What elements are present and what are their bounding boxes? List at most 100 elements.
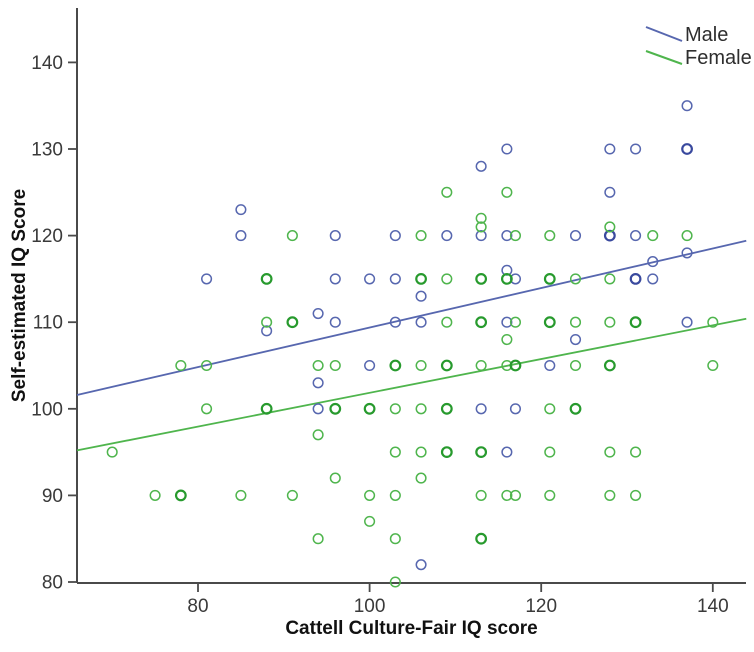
female-data-point (261, 316, 273, 328)
female-data-point (707, 359, 719, 372)
female-data-point (475, 446, 488, 459)
female-data-point (286, 316, 299, 329)
female-data-point (389, 576, 401, 588)
female-data-point (543, 316, 556, 329)
female-data-point (329, 472, 341, 484)
female-data-point (174, 489, 187, 502)
x-tick-label: 100 (354, 596, 386, 617)
female-data-point (389, 446, 401, 458)
female-data-point (544, 489, 556, 501)
male-data-point (329, 273, 341, 285)
female-data-point (501, 186, 513, 198)
male-data-point (544, 359, 556, 372)
male-data-point (647, 256, 659, 268)
male-data-point (261, 325, 273, 337)
male-data-point (603, 229, 616, 242)
female-data-point (544, 403, 556, 415)
female-data-point (106, 446, 118, 458)
female-data-point (500, 273, 513, 285)
female-data-point (509, 316, 522, 328)
female-data-point (501, 333, 513, 346)
female-data-point (329, 359, 341, 372)
female-data-point (312, 429, 324, 441)
female-data-point (604, 273, 616, 285)
female-data-point (647, 230, 659, 242)
female-data-point (364, 489, 376, 501)
male-data-point (201, 273, 213, 285)
male-data-point (389, 230, 401, 242)
female-data-point (312, 359, 324, 372)
male-data-point (647, 273, 659, 285)
female-data-point (149, 489, 161, 501)
female-data-point (260, 273, 273, 285)
female-data-point (630, 489, 642, 501)
x-axis-title: Cattell Culture-Fair IQ score (285, 618, 537, 639)
female-data-point (201, 403, 213, 415)
y-axis-title: Self-estimated IQ Score (9, 189, 30, 402)
female-data-point (475, 532, 488, 545)
female-data-point (569, 273, 582, 285)
female-data-point (286, 489, 298, 501)
female-data-point (569, 402, 582, 415)
female-data-point (707, 316, 719, 328)
legend-line-male (645, 26, 683, 42)
female-data-point (312, 533, 324, 545)
male-trend-line (76, 239, 747, 396)
legend-label-male: Male (685, 24, 728, 46)
female-data-point (415, 446, 427, 458)
x-tick-label: 140 (697, 596, 729, 617)
male-data-point (364, 359, 376, 372)
male-data-point (501, 316, 513, 328)
female-data-point (201, 359, 213, 372)
y-tick-label: 110 (33, 313, 63, 334)
female-data-point (509, 359, 522, 372)
female-data-point (235, 489, 247, 501)
female-data-point (389, 533, 401, 545)
data-points (106, 100, 719, 588)
female-data-point (441, 186, 453, 198)
male-data-point (329, 316, 341, 328)
female-data-point (415, 359, 427, 372)
y-tick-label: 90 (42, 486, 63, 507)
male-data-point (415, 559, 427, 571)
female-data-point (569, 316, 582, 328)
legend-line-female (645, 50, 683, 65)
male-data-point (441, 230, 453, 242)
legend-label-female: Female (685, 47, 752, 69)
axes: 80 90 100 110 120 130 140 80 100 120 140 (31, 8, 746, 617)
male-data-point (681, 143, 693, 155)
female-data-point (364, 515, 376, 527)
female-data-point (286, 230, 298, 242)
female-data-point (415, 273, 427, 285)
female-data-point (389, 359, 402, 372)
female-data-point (475, 316, 488, 329)
female-data-point (475, 221, 487, 233)
male-data-point (681, 247, 693, 259)
male-data-point (681, 100, 693, 112)
female-data-point (441, 316, 453, 328)
male-data-point (312, 403, 324, 415)
female-data-point (509, 489, 522, 501)
y-tick-label: 120 (31, 226, 63, 247)
female-data-point (629, 316, 642, 329)
male-data-point (501, 446, 513, 458)
y-tick-label: 140 (31, 53, 63, 74)
male-data-point (630, 230, 642, 242)
female-data-point (604, 446, 616, 458)
male-data-point (415, 290, 427, 302)
female-data-point (681, 230, 693, 242)
female-data-point (475, 212, 487, 224)
female-data-point (175, 359, 187, 372)
trend-lines (76, 239, 747, 452)
female-data-point (569, 359, 582, 372)
female-data-point (475, 359, 487, 372)
female-data-point (415, 403, 427, 415)
y-tick-label: 130 (31, 140, 63, 161)
female-data-point (630, 446, 642, 458)
female-data-point (543, 273, 556, 285)
female-data-point (544, 446, 556, 458)
male-data-point (630, 143, 642, 155)
